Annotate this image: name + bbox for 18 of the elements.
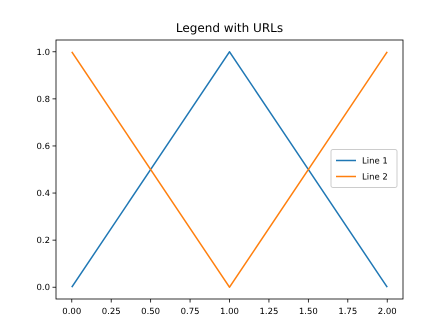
x-tick-label: 1.50 bbox=[298, 307, 318, 317]
x-tick-label: 0.50 bbox=[141, 307, 160, 317]
legend-label: Line 2 bbox=[362, 172, 388, 182]
y-tick-label: 0.4 bbox=[36, 189, 50, 200]
x-tick-label: 0.25 bbox=[102, 307, 121, 317]
x-tick-label: 2.00 bbox=[378, 307, 397, 317]
x-tick-label: 0.00 bbox=[62, 307, 82, 317]
y-tick-label: 0.6 bbox=[36, 142, 50, 152]
y-tick-label: 1.0 bbox=[36, 48, 50, 58]
y-tick-label: 0.8 bbox=[36, 94, 50, 105]
x-tick-label: 1.75 bbox=[338, 307, 358, 317]
chart-title: Legend with URLs bbox=[176, 21, 284, 35]
y-tick-label: 0.0 bbox=[36, 283, 50, 294]
legend-label: Line 1 bbox=[362, 156, 388, 166]
x-tick-label: 1.25 bbox=[259, 307, 278, 317]
y-tick-label: 0.2 bbox=[36, 236, 50, 246]
x-tick-label: 1.00 bbox=[220, 307, 239, 317]
x-tick-label: 0.75 bbox=[180, 307, 200, 317]
